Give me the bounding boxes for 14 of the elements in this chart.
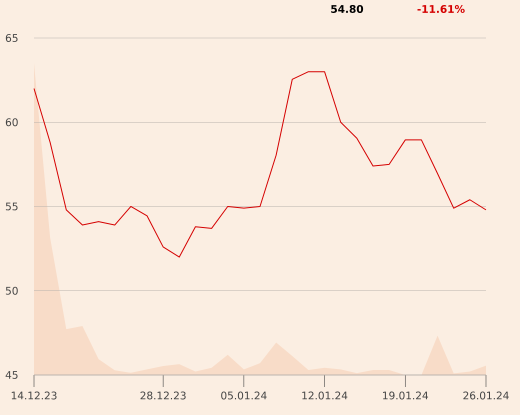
text: 54.80	[331, 5, 364, 13]
x-tick-label: 12.01.24	[302, 392, 348, 400]
y-tick-label: 55	[6, 202, 18, 210]
x-tick-label: 28.12.23	[140, 392, 186, 400]
x-tick-label: 19.01.24	[383, 392, 428, 400]
y-tick-label: 45	[6, 371, 18, 379]
x-tick-label: 05.01.24	[221, 392, 267, 400]
x-tick-label: 14.12.23	[12, 392, 57, 400]
y-tick-label: 60	[6, 118, 18, 126]
text: -11.61%	[418, 5, 465, 13]
y-tick-label: 65	[6, 34, 18, 42]
line-series	[34, 71, 486, 258]
x-tick-label: 26.01.24	[463, 392, 509, 400]
y-tick-label: 50	[6, 286, 18, 295]
